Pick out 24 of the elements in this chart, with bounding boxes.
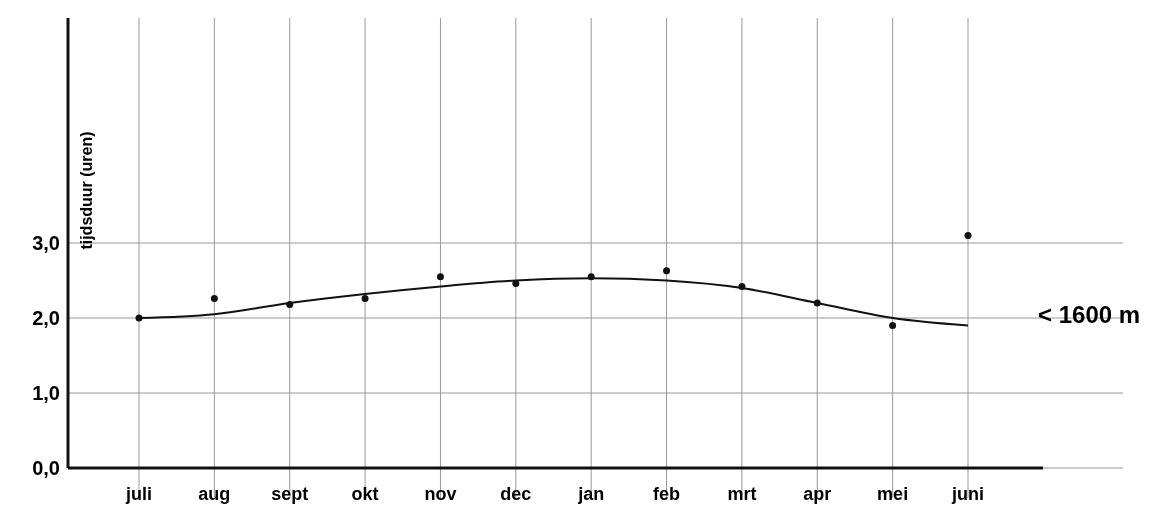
x-tick-label: juni — [951, 484, 984, 504]
y-tick-label: 0,0 — [32, 457, 60, 479]
point — [210, 295, 218, 302]
point — [361, 295, 369, 302]
point — [436, 273, 444, 281]
point — [663, 267, 671, 275]
x-tick-label: sept — [271, 484, 309, 504]
annotation: < 1600 m — [1038, 301, 1141, 329]
point — [889, 322, 897, 329]
x-tick-label: feb — [653, 484, 681, 504]
x-tick-label: apr — [803, 484, 832, 504]
point — [964, 232, 972, 239]
x-tick-label: aug — [198, 484, 231, 504]
x-tick-label: juli — [125, 484, 152, 504]
y-tick-label: 2,0 — [32, 307, 60, 329]
x-tick-label: okt — [351, 484, 379, 504]
y-tick-label: 3,0 — [32, 232, 60, 254]
x-tick-label: nov — [424, 484, 457, 504]
y-axis-title: tijdsduur (uren) — [77, 131, 95, 250]
x-tick-label: mrt — [727, 484, 757, 504]
x-tick-label: mei — [877, 484, 909, 504]
x-tick-label: jan — [577, 484, 605, 504]
x-tick-label: dec — [500, 484, 532, 504]
y-tick-label: 1,0 — [32, 382, 60, 404]
